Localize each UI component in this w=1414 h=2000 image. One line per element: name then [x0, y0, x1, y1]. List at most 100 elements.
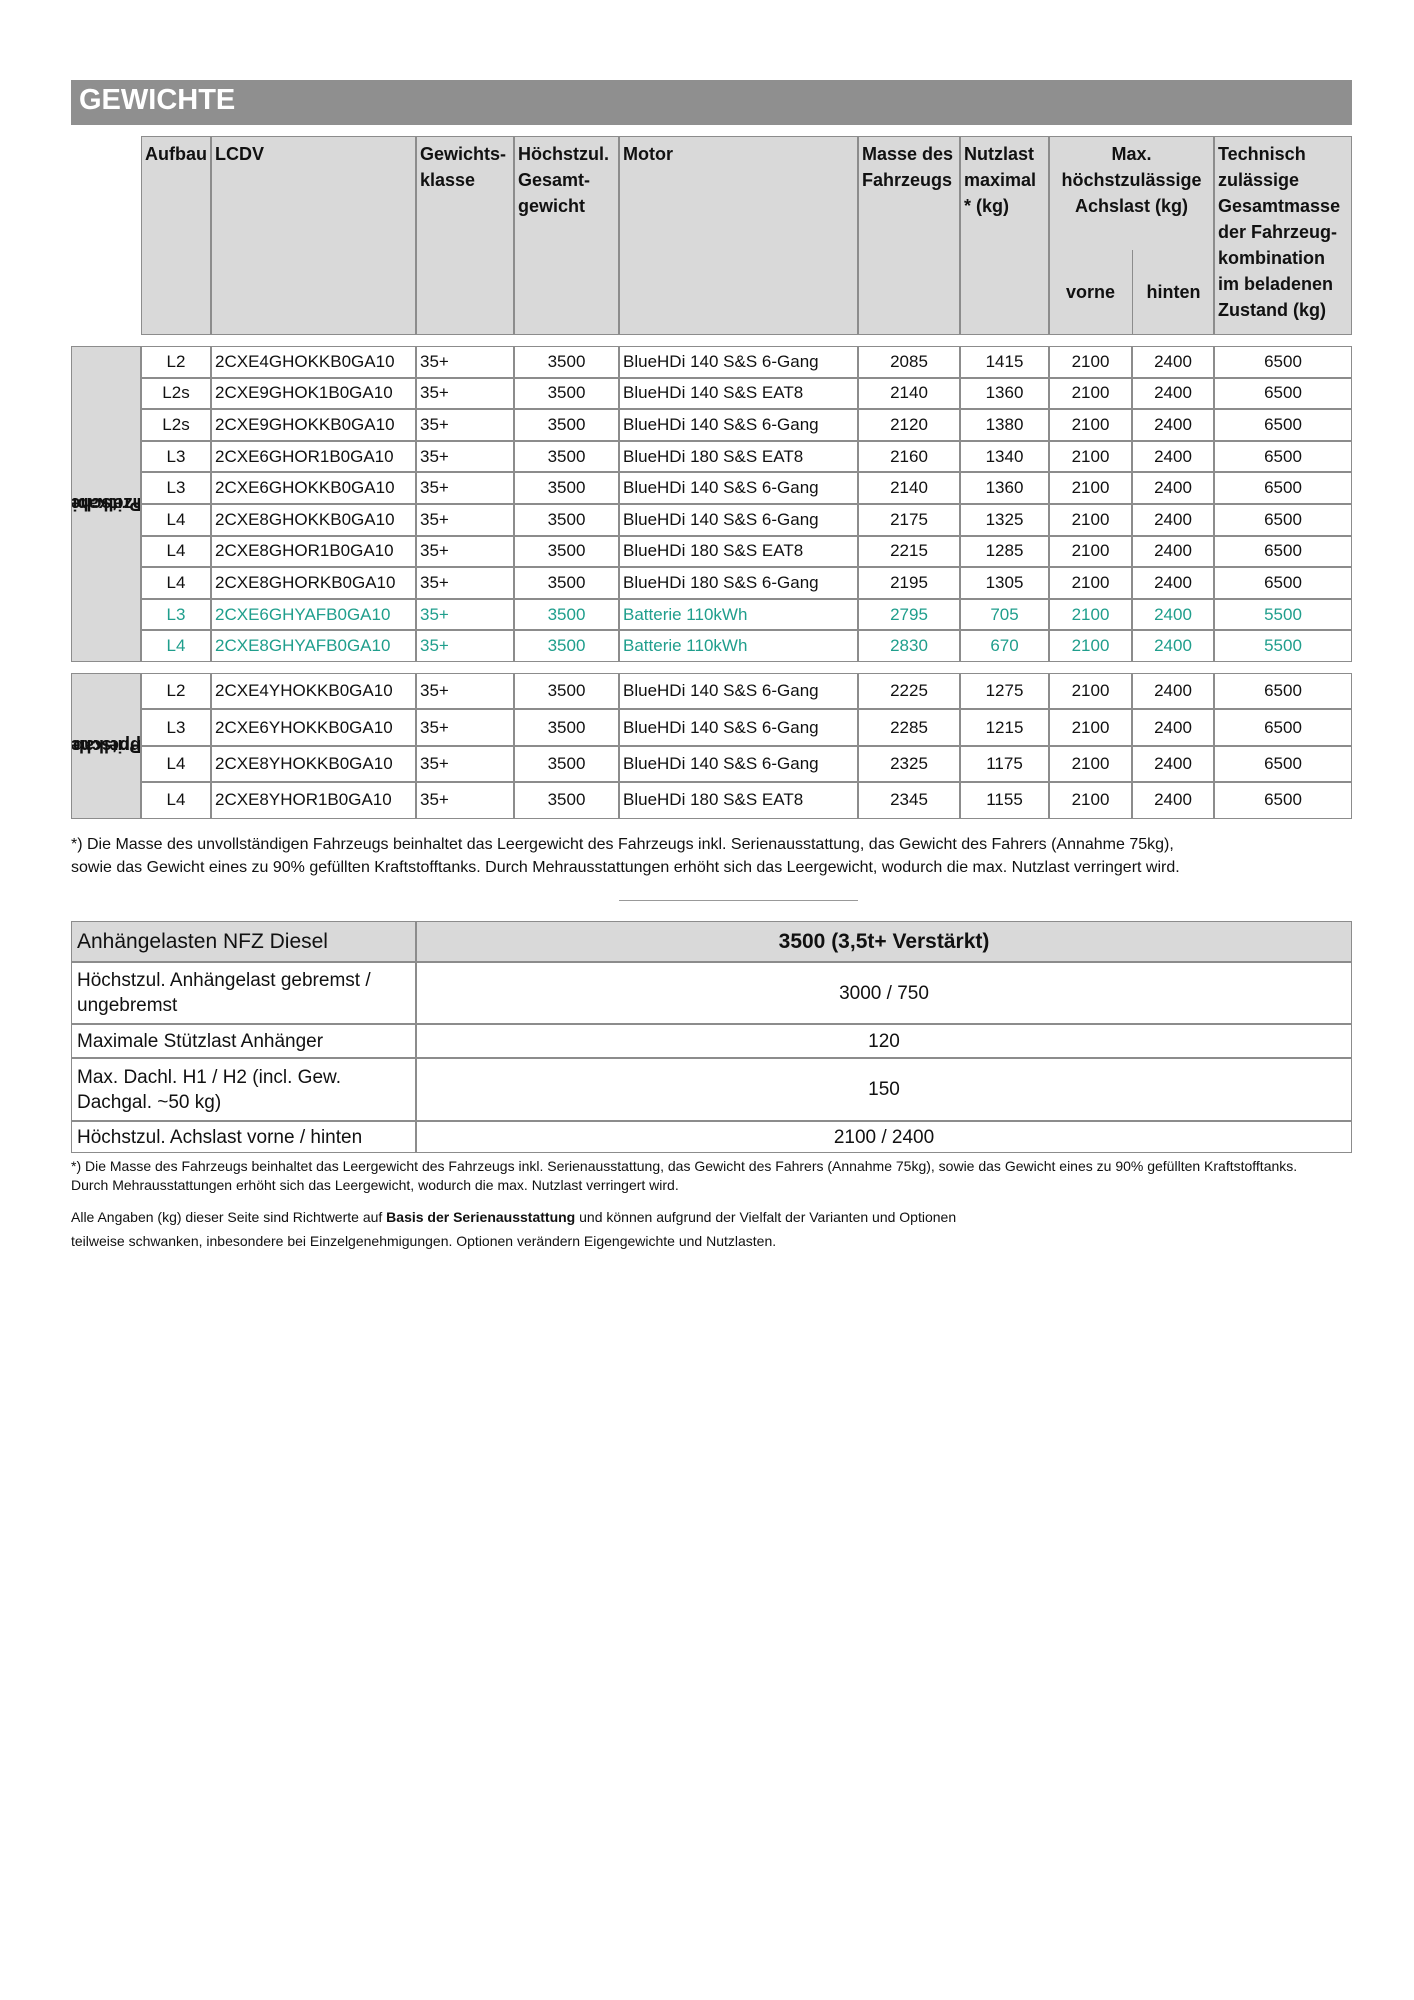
table-cell: 6500	[1214, 472, 1352, 504]
table-cell: L4	[141, 782, 211, 819]
column-header: Masse des Fahrzeugs	[858, 136, 960, 335]
table-cell: 6500	[1214, 409, 1352, 441]
table-cell: L3	[141, 440, 211, 473]
table-cell: 3500	[514, 409, 619, 441]
column-header: Nutzlast maximal * (kg)	[960, 136, 1049, 335]
table-cell: 2100	[1049, 598, 1132, 631]
table-cell: 35+	[416, 472, 514, 504]
table-cell: 2CXE9GHOKKB0GA10	[211, 409, 416, 441]
table-cell: 35+	[416, 346, 514, 378]
table-cell: 2CXE9GHOK1B0GA10	[211, 377, 416, 410]
table-cell: 2100	[1049, 673, 1132, 710]
table-cell: 35+	[416, 709, 514, 746]
table-cell: 2100	[1049, 504, 1132, 536]
table-cell: 35+	[416, 782, 514, 819]
table-cell: Batterie 110kWh	[619, 598, 858, 631]
column-header: Technisch zulässige Gesamtmasse der Fahr…	[1214, 136, 1352, 335]
group-label-line: Einzelkabine	[72, 494, 140, 514]
column-header: Höchstzul. Gesamt-gewicht	[514, 136, 619, 335]
table-cell: 3500	[514, 782, 619, 819]
table-cell: 2100	[1049, 440, 1132, 473]
table-cell: 1215	[960, 709, 1049, 746]
table-cell: 2400	[1132, 472, 1214, 504]
table-cell: 2400	[1132, 504, 1214, 536]
table-cell: 2175	[858, 504, 960, 536]
table-cell: 6500	[1214, 782, 1352, 819]
table-cell: BlueHDi 180 S&S EAT8	[619, 782, 858, 819]
note: Alle Angaben (kg) dieser Seite sind Rich…	[71, 1205, 1311, 1249]
table-cell: L4	[141, 504, 211, 536]
table-cell: 705	[960, 598, 1049, 631]
note-text: Alle Angaben (kg) dieser Seite sind Rich…	[71, 1209, 387, 1225]
table-cell: 35+	[416, 567, 514, 599]
table-cell: 2CXE8GHORKB0GA10	[211, 567, 416, 599]
table-cell: L3	[141, 472, 211, 504]
table-cell: 2100	[1049, 709, 1132, 746]
table-cell: 2345	[858, 782, 960, 819]
table-cell: 1155	[960, 782, 1049, 819]
table-cell: 2285	[858, 709, 960, 746]
table-cell: L2	[141, 346, 211, 378]
column-header: Max. höchstzulässige Achslast (kg)	[1049, 136, 1214, 335]
table-cell: 2CXE8GHYAFB0GA10	[211, 630, 416, 662]
table-cell: 3500	[514, 745, 619, 783]
group-label-line: Doppelkabine	[72, 735, 141, 756]
section-title: GEWICHTE	[71, 80, 1352, 125]
separator	[619, 900, 858, 901]
table-cell: 35+	[416, 673, 514, 710]
table-cell: 1175	[960, 745, 1049, 783]
column-header: Aufbau	[141, 136, 211, 335]
table-cell: L2s	[141, 377, 211, 410]
table-cell: 2100	[1049, 745, 1132, 783]
table-cell: 3500	[514, 472, 619, 504]
table-cell: 2795	[858, 598, 960, 631]
table-cell: 3500	[514, 598, 619, 631]
table-cell: 3500	[514, 567, 619, 599]
table-cell: 2400	[1132, 377, 1214, 410]
table-cell: L3	[141, 598, 211, 631]
footnote: *) Die Masse des unvollständigen Fahrzeu…	[71, 836, 1180, 876]
table-cell: 2CXE4GHOKKB0GA10	[211, 346, 416, 378]
table-cell: 2100	[1049, 535, 1132, 568]
column-header: Gewichts-klasse	[416, 136, 514, 335]
table-cell: 3500	[514, 673, 619, 710]
table-cell: 35+	[416, 630, 514, 662]
table-cell: L2s	[141, 409, 211, 441]
trailer-cell: Max. Dachl. H1 / H2 (incl. Gew. Dachgal.…	[71, 1058, 416, 1121]
table-cell: 1360	[960, 377, 1049, 410]
table-cell: 35+	[416, 504, 514, 536]
table-cell: 35+	[416, 377, 514, 410]
trailer-cell: 150	[416, 1058, 1352, 1121]
sub-column-header: vorne	[1065, 282, 1116, 302]
table-cell: 2325	[858, 745, 960, 783]
table-cell: 3500	[514, 346, 619, 378]
table-cell: 2400	[1132, 745, 1214, 783]
table-cell: 2CXE6GHOKKB0GA10	[211, 472, 416, 504]
table-cell: 2140	[858, 472, 960, 504]
table-cell: 2CXE6GHOR1B0GA10	[211, 440, 416, 473]
table-cell: BlueHDi 140 S&S 6-Gang	[619, 673, 858, 710]
trailer-cell: 120	[416, 1024, 1352, 1058]
table-cell: 2100	[1049, 472, 1132, 504]
table-cell: BlueHDi 140 S&S 6-Gang	[619, 472, 858, 504]
table-cell: 35+	[416, 409, 514, 441]
table-cell: 1340	[960, 440, 1049, 473]
table-cell: 2100	[1049, 409, 1132, 441]
table-cell: 2400	[1132, 673, 1214, 710]
group-label: PritscheEinzelkabine	[71, 346, 141, 662]
table-cell: 2195	[858, 567, 960, 599]
table-cell: L4	[141, 745, 211, 783]
table-cell: 2120	[858, 409, 960, 441]
table-cell: 6500	[1214, 535, 1352, 568]
table-cell: 35+	[416, 745, 514, 783]
table-cell: BlueHDi 180 S&S EAT8	[619, 535, 858, 568]
table-cell: 2400	[1132, 346, 1214, 378]
sub-column-header: hinten	[1132, 250, 1214, 335]
table-cell: 2400	[1132, 567, 1214, 599]
table-cell: BlueHDi 180 S&S EAT8	[619, 440, 858, 473]
table-cell: BlueHDi 140 S&S EAT8	[619, 377, 858, 410]
table-cell: L2	[141, 673, 211, 710]
note-bold: Basis der Serienausstattung	[386, 1209, 576, 1225]
table-cell: 2CXE8GHOKKB0GA10	[211, 504, 416, 536]
